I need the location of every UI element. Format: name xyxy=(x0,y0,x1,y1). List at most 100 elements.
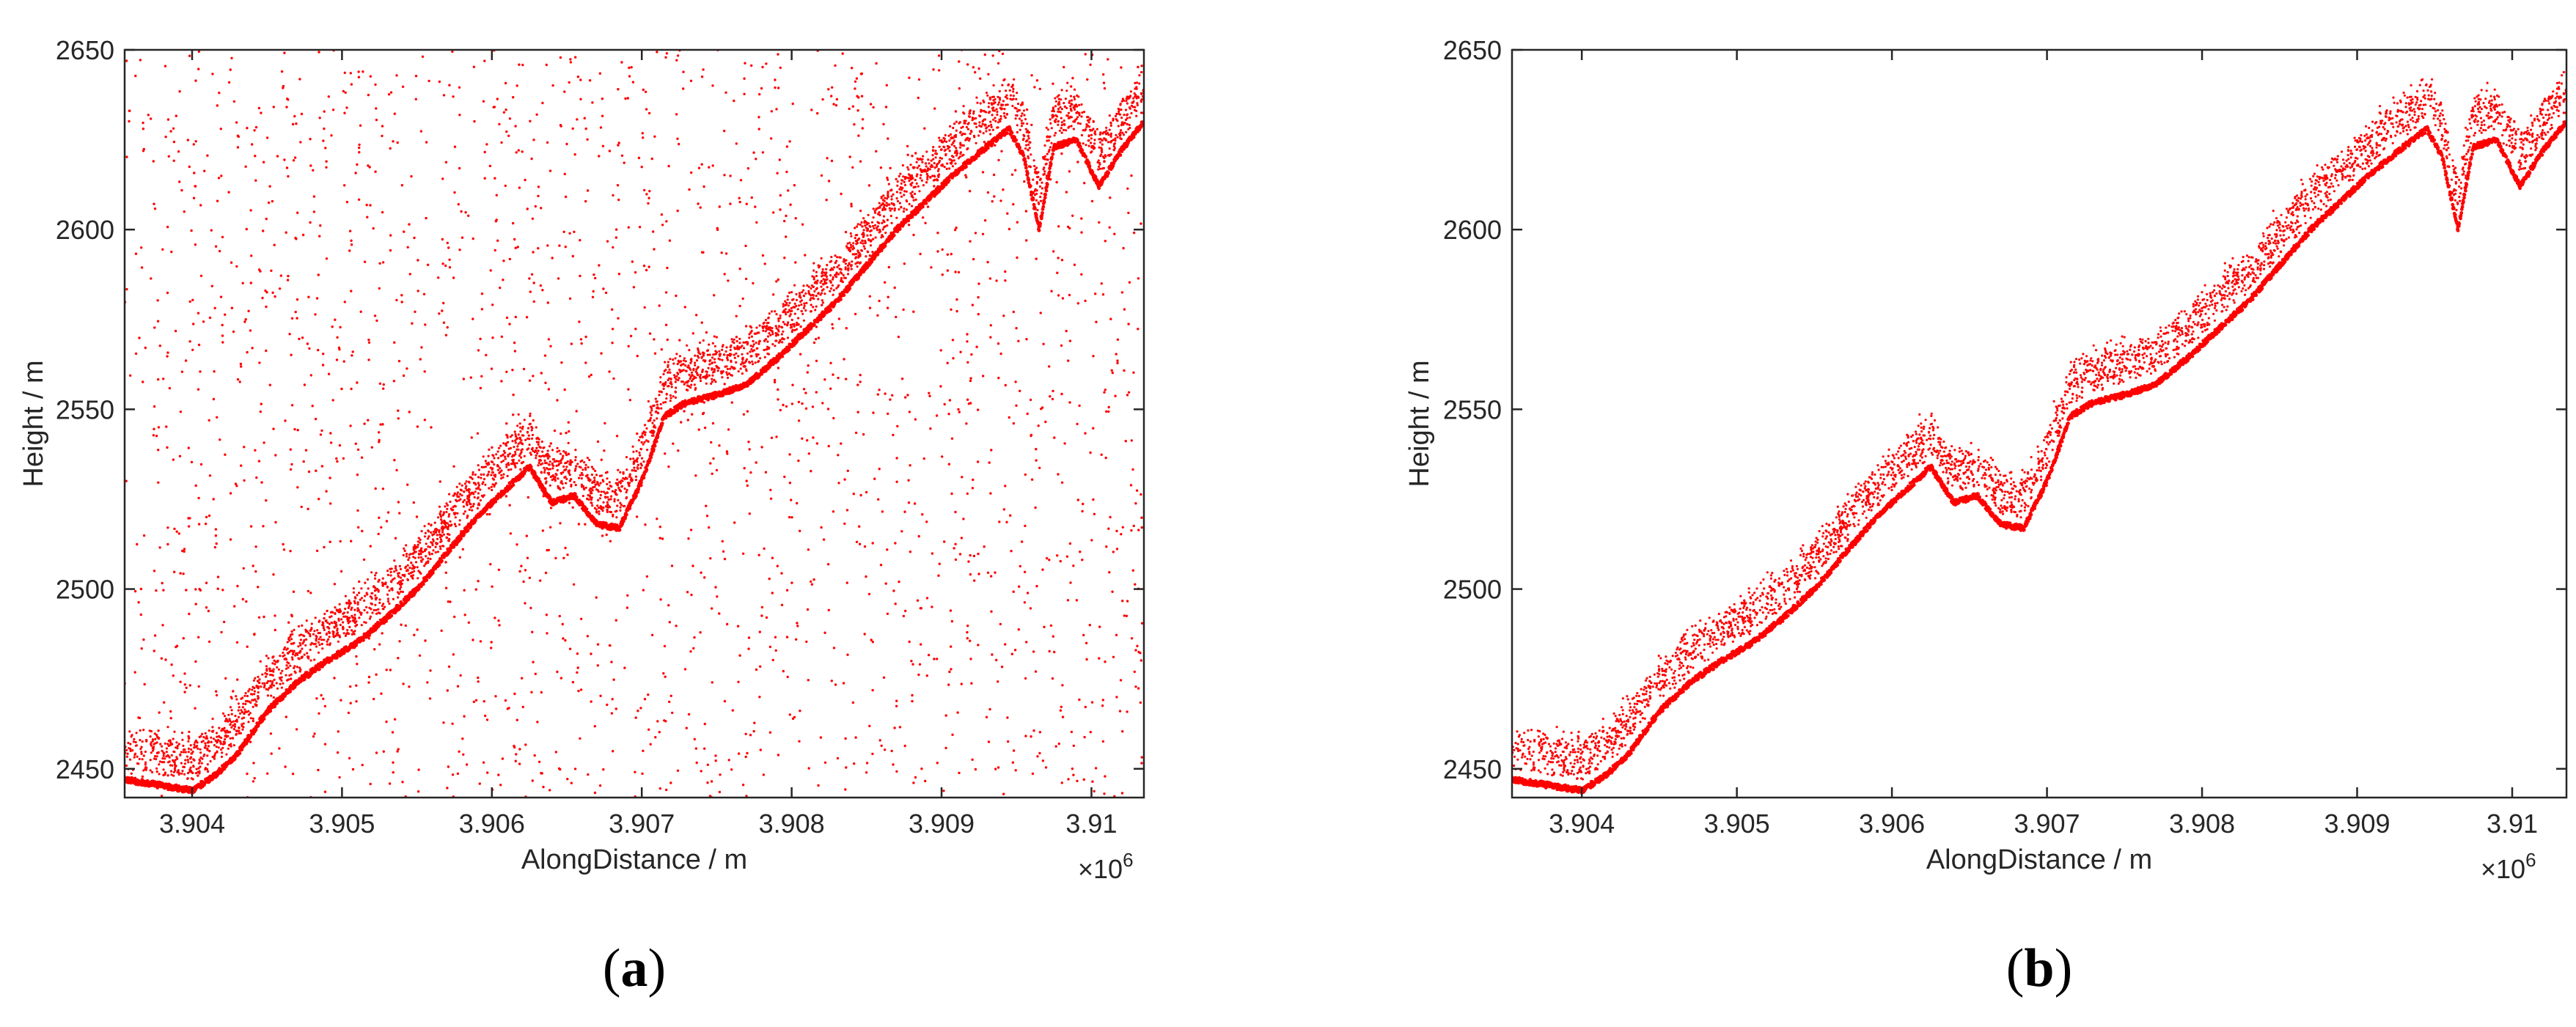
canopy-photon xyxy=(587,465,590,469)
canopy-photon xyxy=(1120,138,1123,141)
ground-photon xyxy=(249,735,253,738)
canopy-photon xyxy=(434,551,437,554)
canopy-photon xyxy=(850,235,853,238)
canopy-photon xyxy=(218,726,221,729)
canopy-photon xyxy=(646,449,649,452)
canopy-photon xyxy=(986,94,989,97)
canopy-photon xyxy=(895,177,898,180)
canopy-photon xyxy=(449,500,452,504)
canopy-photon xyxy=(628,473,631,476)
canopy-photon xyxy=(822,283,825,286)
canopy-photon xyxy=(1049,118,1052,121)
canopy-photon xyxy=(1042,173,1045,176)
canopy-photon xyxy=(428,523,430,526)
canopy-photon xyxy=(1069,105,1072,108)
canopy-photon xyxy=(606,477,609,480)
canopy-photon xyxy=(675,353,678,356)
canopy-photon xyxy=(1109,121,1112,124)
canopy-photon xyxy=(814,309,817,312)
canopy-photon xyxy=(530,437,534,440)
canopy-photon xyxy=(777,330,780,333)
canopy-photon xyxy=(933,175,936,178)
canopy-photon xyxy=(1108,128,1111,131)
canopy-photon xyxy=(768,332,771,335)
canopy-photon xyxy=(900,188,903,191)
canopy-photon xyxy=(892,193,895,196)
canopy-photon xyxy=(954,162,957,165)
canopy-photon xyxy=(1016,92,1019,95)
ground-photon xyxy=(574,495,579,499)
canopy-photon xyxy=(660,391,664,394)
canopy-photon xyxy=(606,496,609,498)
canopy-photon xyxy=(952,126,955,130)
canopy-photon xyxy=(992,118,995,121)
canopy-photon xyxy=(196,744,199,748)
canopy-photon xyxy=(596,481,599,484)
canopy-photon xyxy=(445,510,448,514)
canopy-photon xyxy=(976,101,979,104)
canopy-photon xyxy=(898,202,901,205)
canopy-photon xyxy=(862,245,865,248)
canopy-photon xyxy=(369,615,372,618)
canopy-photon xyxy=(901,164,904,167)
canopy-photon xyxy=(953,144,956,147)
canopy-photon xyxy=(635,458,639,461)
canopy-photon xyxy=(1045,174,1049,177)
canopy-photon xyxy=(804,292,807,295)
ground-photon xyxy=(425,578,429,582)
canopy-photon xyxy=(958,122,961,125)
canopy-photon xyxy=(592,468,595,471)
canopy-photon xyxy=(253,687,256,690)
canopy-photon xyxy=(140,752,143,755)
canopy-photon xyxy=(1002,112,1006,115)
canopy-photon xyxy=(584,486,587,489)
canopy-photon xyxy=(586,457,590,460)
canopy-photon xyxy=(909,183,912,185)
canopy-photon xyxy=(705,370,708,373)
canopy-photon xyxy=(293,666,296,670)
ground-photon xyxy=(645,468,649,472)
canopy-photon xyxy=(353,620,356,623)
canopy-photon xyxy=(500,477,503,480)
canopy-photon xyxy=(1121,131,1124,134)
canopy-photon xyxy=(331,622,334,625)
canopy-photon xyxy=(1001,84,1004,86)
canopy-photon xyxy=(426,562,430,564)
canopy-photon xyxy=(279,682,282,685)
canopy-photon xyxy=(444,505,447,508)
canopy-photon xyxy=(217,746,220,749)
canopy-photon xyxy=(1034,188,1037,191)
canopy-photon xyxy=(374,594,377,597)
canopy-photon xyxy=(370,571,373,574)
canopy-photon xyxy=(324,619,327,623)
canopy-photon xyxy=(235,698,238,701)
canopy-photon xyxy=(331,630,334,633)
canopy-photon xyxy=(186,777,189,780)
canopy-photon xyxy=(469,476,471,479)
canopy-photon xyxy=(642,460,645,463)
canopy-photon xyxy=(1026,122,1029,125)
canopy-photon xyxy=(801,312,804,315)
canopy-photon xyxy=(784,300,787,303)
canopy-photon xyxy=(482,494,485,497)
canopy-photon xyxy=(826,264,829,267)
canopy-photon xyxy=(464,487,467,490)
canopy-photon xyxy=(647,440,650,443)
canopy-photon xyxy=(473,496,476,499)
canopy-photon xyxy=(453,523,457,526)
canopy-photon xyxy=(590,492,593,495)
panel-a: 3.904 3.905 3.906 3.907 3.908 3.909 3.91 24502… xyxy=(18,35,1145,998)
canopy-photon xyxy=(884,196,887,199)
canopy-photon xyxy=(207,740,210,743)
canopy-photon xyxy=(144,750,147,754)
canopy-photon xyxy=(504,455,507,458)
canopy-photon xyxy=(551,449,554,452)
canopy-photon xyxy=(606,504,609,507)
canopy-photon xyxy=(834,254,837,257)
canopy-photon xyxy=(844,276,847,279)
canopy-photon xyxy=(248,688,251,691)
canopy-photon xyxy=(859,210,862,213)
canopy-photon xyxy=(463,482,467,485)
canopy-photon xyxy=(951,165,954,168)
canopy-photon xyxy=(468,490,471,493)
